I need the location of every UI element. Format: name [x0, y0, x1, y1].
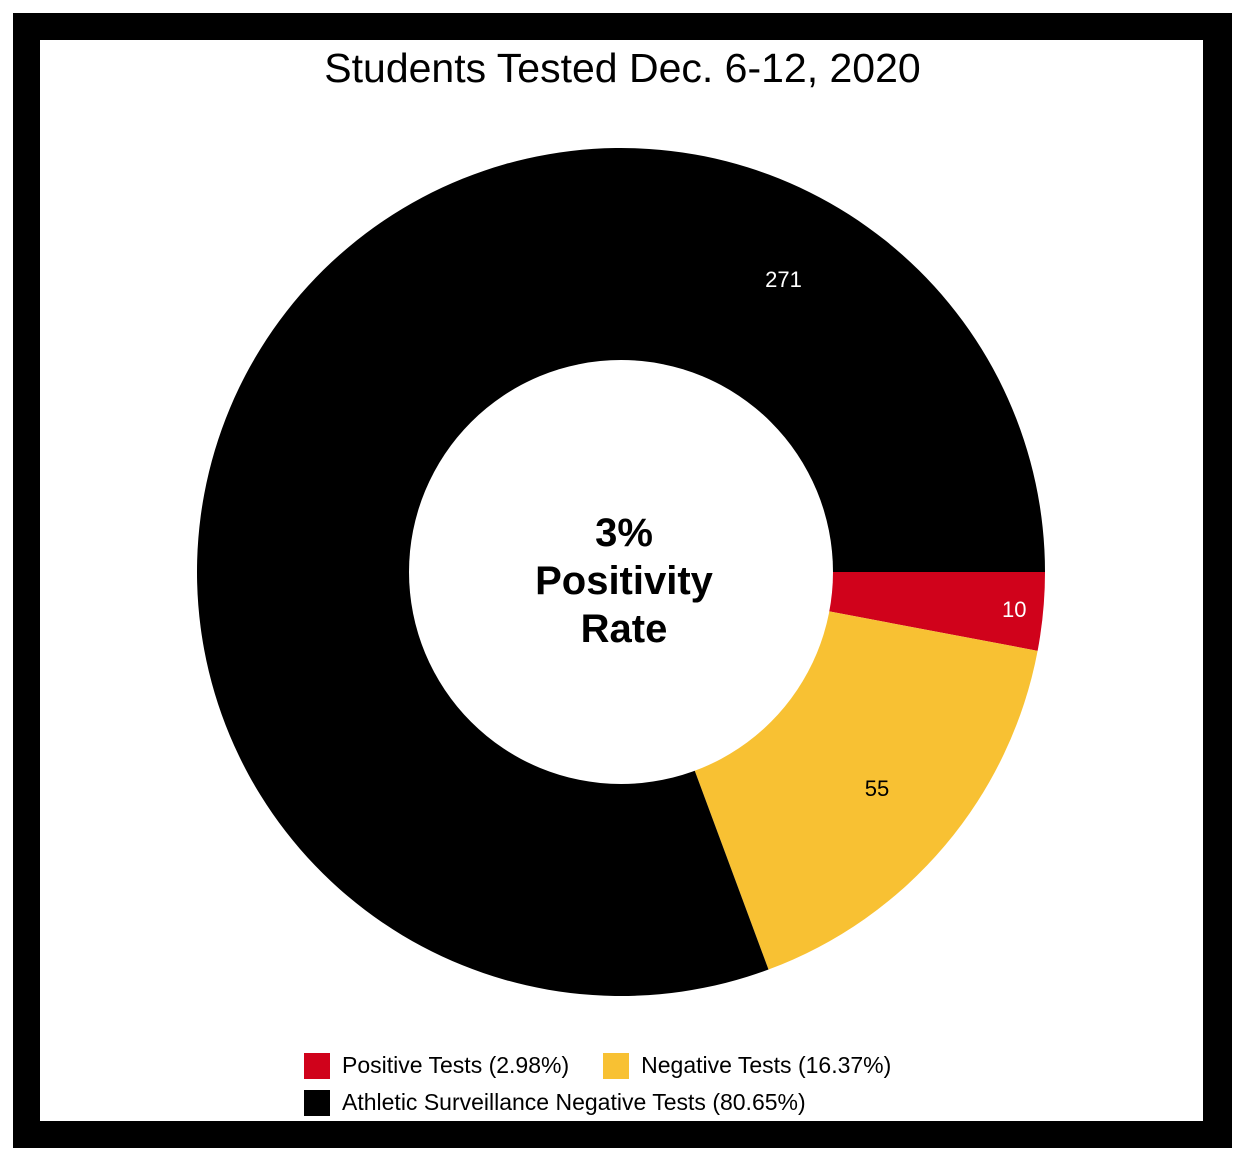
- legend-item-athletic: Athletic Surveillance Negative Tests (80…: [304, 1089, 806, 1116]
- value-label-negative: 55: [865, 776, 889, 801]
- legend-swatch-athletic: [304, 1089, 330, 1116]
- legend-row-1: Positive Tests (2.98%) Negative Tests (1…: [304, 1047, 925, 1084]
- legend-swatch-negative: [603, 1052, 630, 1079]
- legend: Positive Tests (2.98%) Negative Tests (1…: [304, 1047, 925, 1121]
- legend-label-negative: Negative Tests (16.37%): [641, 1052, 892, 1078]
- legend-item-negative: Negative Tests (16.37%): [603, 1052, 891, 1079]
- center-label-line-2: Positivity: [535, 559, 714, 603]
- center-label-line-3: Rate: [581, 607, 668, 651]
- donut-hole: [409, 360, 833, 784]
- chart-title: Students Tested Dec. 6-12, 2020: [324, 45, 921, 91]
- value-label-positive: 10: [1002, 597, 1026, 622]
- legend-label-positive: Positive Tests (2.98%): [342, 1052, 570, 1078]
- value-label-athletic: 271: [765, 267, 802, 292]
- legend-label-athletic: Athletic Surveillance Negative Tests (80…: [342, 1089, 806, 1115]
- center-label-line-1: 3%: [595, 511, 653, 555]
- legend-row-2: Athletic Surveillance Negative Tests (80…: [304, 1084, 925, 1121]
- legend-item-positive: Positive Tests (2.98%): [304, 1052, 569, 1079]
- legend-swatch-positive: [304, 1052, 330, 1079]
